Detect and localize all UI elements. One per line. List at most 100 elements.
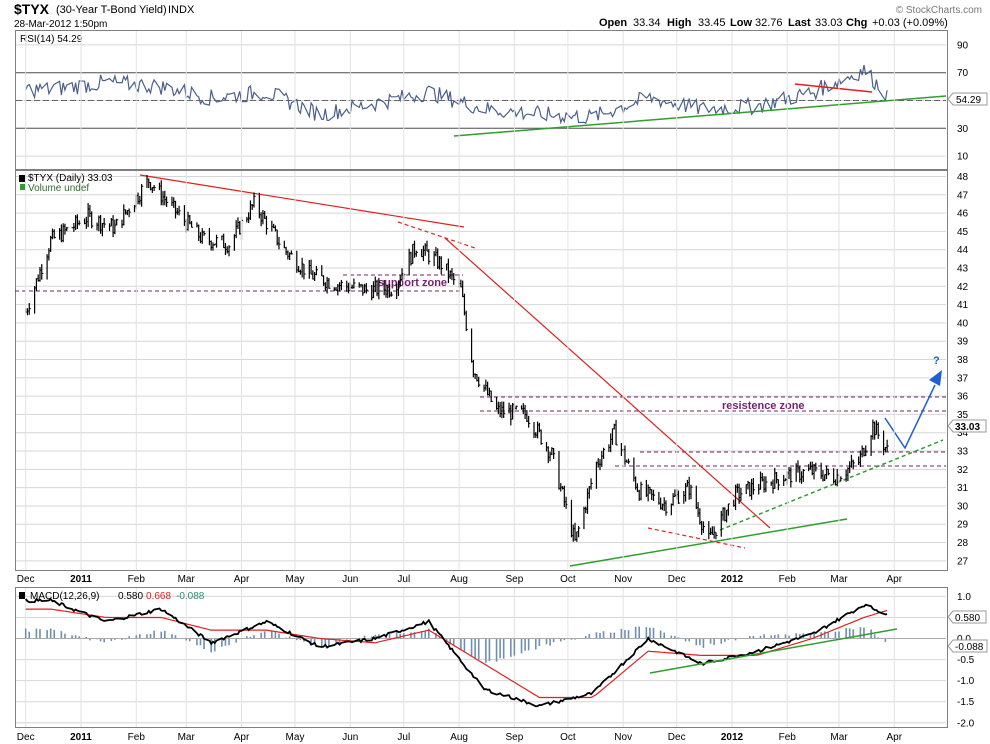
macd-histogram-bar <box>210 638 212 653</box>
rsi-panel: RSI(14) 54.29 54.29 <box>20 34 988 137</box>
open-value: 33.34 <box>633 17 661 29</box>
x-tick-label: Dec <box>17 574 35 585</box>
macd-histogram-bar <box>128 636 130 639</box>
rsi-y-tick-label: 90 <box>957 40 969 51</box>
x-tick-label: 2011 <box>70 732 92 743</box>
macd-line <box>25 597 888 708</box>
x-tick-label: Feb <box>128 732 146 743</box>
price-panel: $TYX (Daily) 33.03 Volume undef support … <box>15 173 987 567</box>
macd-histogram-bar <box>53 629 56 639</box>
macd-histogram-bar <box>449 638 451 645</box>
x-tick-label: Mar <box>178 732 196 743</box>
macd-histogram-bar <box>313 638 316 644</box>
price-legend: $TYX (Daily) 33.03 <box>28 173 113 184</box>
rsi-value-tag: 54.29 <box>947 92 988 106</box>
macd-histogram-bar <box>773 634 776 639</box>
price-y-tick-label: 31 <box>957 483 969 494</box>
chart-header: $TYX (30-Year T-Bond Yield) INDX 28-Mar-… <box>14 1 982 30</box>
rsi-value-tag-text: 54.29 <box>956 95 981 106</box>
x-tick-label: May <box>286 732 305 743</box>
price-y-tick-label: 30 <box>957 501 969 512</box>
macd-histogram-bar <box>64 633 66 639</box>
x-tick-label: Dec <box>17 732 35 743</box>
price-downtrend-line-top <box>139 174 465 228</box>
macd-histogram-bar <box>670 635 673 639</box>
x-tick-label: Apr <box>886 574 902 585</box>
chg-value: +0.03 (+0.09%) <box>872 17 948 29</box>
macd-histogram-bar <box>71 635 73 639</box>
macd-y-tick-label: 1.0 <box>957 592 971 603</box>
macd-histogram-bar <box>702 638 705 648</box>
x-tick-label: May <box>286 574 305 585</box>
macd-histogram-bar <box>852 629 855 639</box>
macd-histogram-bar <box>271 630 273 639</box>
macd-histogram-bar <box>873 634 876 639</box>
macd-histogram-bar <box>727 638 730 640</box>
macd-histogram-bar <box>563 638 566 641</box>
macd-histogram-bar <box>295 638 298 641</box>
price-y-tick-label: 36 <box>957 392 969 403</box>
macd-histogram-bar <box>863 627 865 639</box>
price-y-tick-label: 40 <box>957 318 969 329</box>
macd-hist-tag: -0.088 <box>947 639 988 653</box>
price-support-trendline <box>719 439 944 531</box>
macd-histogram-bar <box>499 638 501 659</box>
macd-legend-swatch <box>19 592 25 599</box>
macd-histogram-bar <box>649 627 651 639</box>
x-tick-label: 2012 <box>721 732 744 743</box>
macd-histogram-bar <box>103 638 105 643</box>
macd-histogram-bar <box>520 638 523 654</box>
macd-histogram-bar <box>613 632 616 639</box>
macd-histogram-bar <box>877 637 880 639</box>
macd-histogram-bar <box>674 635 676 639</box>
symbol: $TYX <box>14 1 50 17</box>
last-label: Last <box>788 17 811 29</box>
macd-histogram-bar <box>477 638 480 660</box>
macd-histogram-bar <box>89 638 91 641</box>
x-tick-label: Aug <box>450 732 468 743</box>
macd-histogram-bar <box>788 635 790 639</box>
macd-histogram-bar <box>545 638 548 645</box>
macd-histogram-bar <box>784 634 787 639</box>
macd-histogram-bar <box>399 633 402 639</box>
x-tick-label: Feb <box>128 574 146 585</box>
macd-histogram-bar <box>485 638 487 663</box>
macd-histogram-bar <box>164 630 166 639</box>
macd-histogram-bar <box>378 634 380 639</box>
macd-histogram-bar <box>213 638 216 652</box>
macd-histogram-bar <box>634 626 637 639</box>
watermark: © StockCharts.com <box>896 5 982 16</box>
macd-histogram-bar <box>370 636 373 639</box>
x-axis-middle: Dec 2011 Feb Mar Apr May Jun Jul Aug Sep Oct Nov Dec… <box>17 31 903 727</box>
last-value: 33.03 <box>815 17 843 29</box>
macd-histogram-bar <box>228 638 230 646</box>
price-last-tag: 33.03 <box>947 419 987 433</box>
macd-histogram-bar <box>171 634 173 639</box>
macd-histogram-bar <box>221 638 223 647</box>
macd-histogram-bar <box>695 638 698 646</box>
macd-histogram-bar <box>734 638 737 641</box>
macd-histogram-bar <box>720 638 723 644</box>
x-tick-label: Apr <box>234 732 250 743</box>
macd-histogram-bar <box>424 631 427 639</box>
price-downtrend-line-main <box>444 237 771 529</box>
macd-histogram-bar <box>823 631 826 639</box>
macd-histogram-bar <box>199 638 202 646</box>
x-tick-label: Jul <box>397 574 410 585</box>
panel-frames <box>15 30 948 728</box>
price-y-tick-label: 39 <box>957 337 969 348</box>
price-y-tick-label: 48 <box>957 172 969 183</box>
macd-histogram-bar <box>324 638 327 645</box>
x-tick-label: Jun <box>342 574 358 585</box>
macd-panel-frame <box>15 587 948 728</box>
price-y-tick-label: 37 <box>957 373 969 384</box>
price-uptrend-line <box>569 518 848 567</box>
x-tick-label: Apr <box>234 574 250 585</box>
chg-label: Chg <box>846 17 867 29</box>
macd-histogram-bar <box>570 638 573 640</box>
macd-histogram-bar <box>445 638 448 641</box>
macd-histogram-bar <box>146 634 148 639</box>
macd-histogram-bar <box>99 638 102 642</box>
macd-histogram-bar <box>752 635 755 639</box>
macd-histogram-bar <box>224 638 227 646</box>
